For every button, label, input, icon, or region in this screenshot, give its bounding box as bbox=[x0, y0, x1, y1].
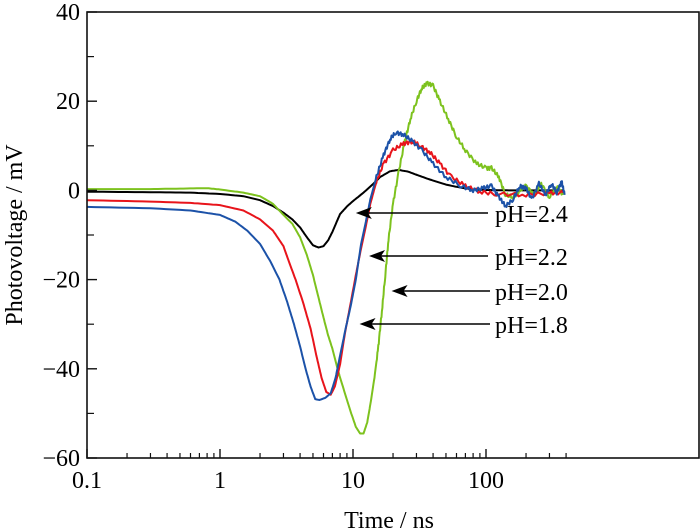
annotations: pH=2.4 pH=2.2 pH=2.0 pH=1.8 bbox=[355, 202, 568, 339]
x-tick-label: 0.1 bbox=[72, 468, 102, 494]
y-tick-label: −40 bbox=[42, 357, 80, 383]
y-tick-label: 0 bbox=[68, 178, 80, 204]
annotation-label: pH=2.2 bbox=[495, 245, 568, 271]
series-line-ph-1-8 bbox=[86, 130, 566, 401]
x-axis-ticks: 0.1 1 10 100 bbox=[72, 449, 567, 494]
series-line-ph-2-2 bbox=[86, 139, 564, 396]
x-tick-label: 1 bbox=[214, 468, 226, 494]
series-lines bbox=[86, 80, 566, 435]
arrowhead-icon bbox=[359, 318, 376, 330]
annotation-label: pH=2.0 bbox=[495, 280, 568, 306]
arrowhead-icon bbox=[391, 285, 408, 297]
y-tick-label: 20 bbox=[56, 89, 80, 115]
y-tick-label: −60 bbox=[42, 446, 80, 472]
plot-frame bbox=[86, 11, 700, 459]
y-axis-ticks: 40 20 0 −20 −40 −60 bbox=[42, 0, 97, 472]
annotation-label: pH=1.8 bbox=[495, 313, 568, 339]
arrowhead-icon bbox=[369, 250, 386, 262]
y-tick-label: −20 bbox=[42, 268, 80, 294]
x-axis-title: Time / ns bbox=[344, 508, 434, 532]
x-tick-label: 10 bbox=[341, 468, 365, 494]
annotation-label: pH=2.4 bbox=[495, 202, 568, 228]
y-axis-title: Photovoltage / mV bbox=[2, 144, 28, 326]
arrowhead-icon bbox=[355, 207, 372, 219]
series-line-ph-2-0 bbox=[87, 80, 565, 435]
x-tick-label: 100 bbox=[468, 468, 504, 494]
series-line-ph-2-4 bbox=[86, 168, 564, 249]
y-tick-label: 40 bbox=[56, 0, 80, 26]
